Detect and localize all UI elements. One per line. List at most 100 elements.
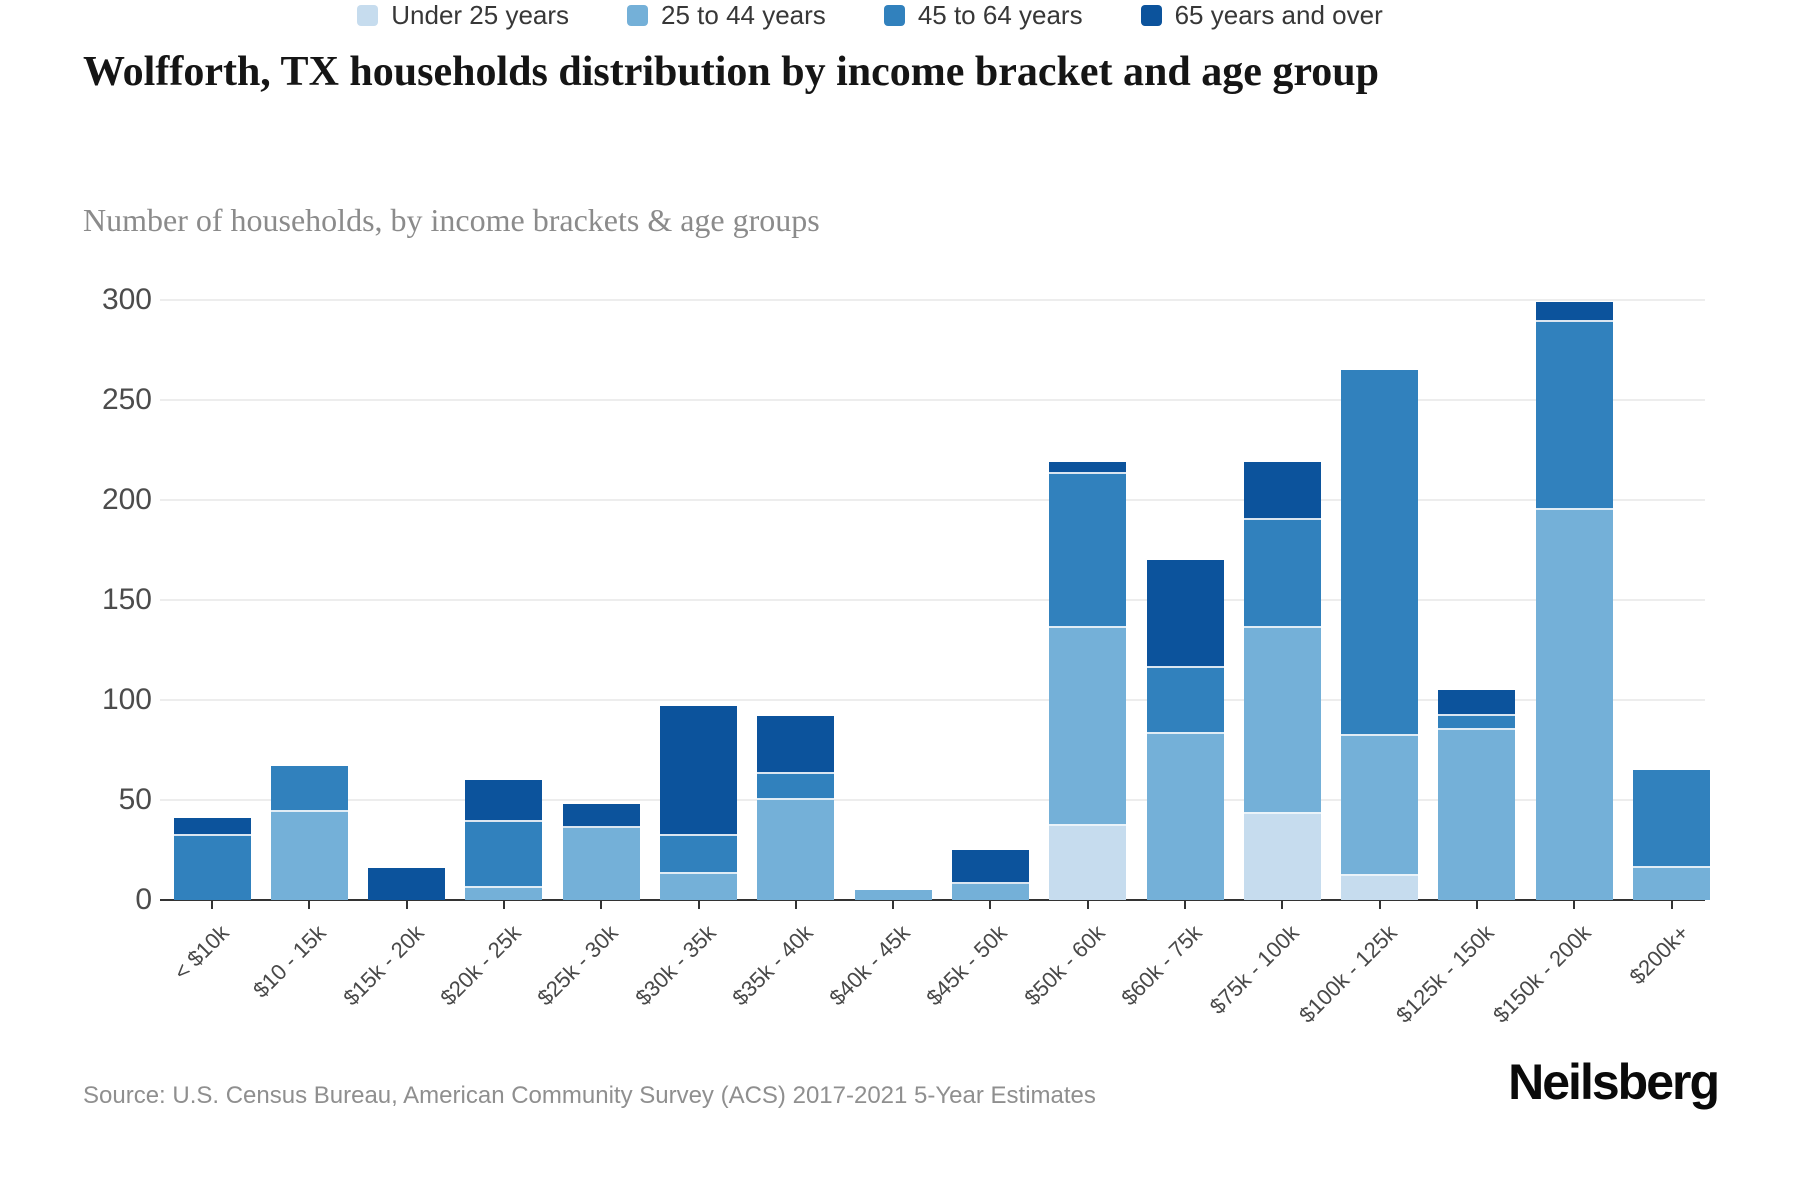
bar-segment[interactable] <box>270 812 348 900</box>
x-axis-tick <box>892 901 895 909</box>
bar-segment[interactable] <box>1341 370 1419 736</box>
x-axis-tick <box>308 901 311 909</box>
x-axis-tick <box>989 901 992 909</box>
x-axis-tick-label: $15k - 20k <box>337 920 429 1011</box>
bar-segment[interactable] <box>1438 690 1516 716</box>
legend-swatch-icon <box>627 5 649 26</box>
page-title: Wolfforth, TX households distribution by… <box>83 49 1379 95</box>
bar-segment[interactable] <box>1633 868 1710 900</box>
legend-label: 65 years and over <box>1174 0 1383 30</box>
bar-segment[interactable] <box>368 868 446 900</box>
x-axis-tick-label: $50k - 60k <box>1019 920 1110 1011</box>
bar-segment[interactable] <box>854 890 932 900</box>
x-axis-tick <box>405 901 408 909</box>
y-axis-tick-label: 200 <box>101 483 152 516</box>
x-axis-tick <box>697 901 700 909</box>
x-axis-tick-label: $75k - 100k <box>1205 920 1304 1019</box>
chart-subtitle: Number of households, by income brackets… <box>83 202 820 238</box>
y-gridline <box>160 599 1705 601</box>
x-axis-tick <box>1184 901 1186 909</box>
y-axis-tick-label: 0 <box>135 883 152 916</box>
x-axis-tick <box>1281 901 1284 909</box>
y-gridline <box>160 399 1705 401</box>
bar-segment[interactable] <box>1049 628 1127 826</box>
bar-segment[interactable] <box>1146 734 1224 900</box>
x-axis-tick-label: $40k - 45k <box>824 920 915 1011</box>
legend-item[interactable]: 45 to 64 years <box>883 0 1083 31</box>
bar-segment[interactable] <box>562 804 640 828</box>
bar-segment[interactable] <box>757 716 835 774</box>
y-axis-tick-label: 50 <box>118 783 152 816</box>
x-axis-tick <box>1086 901 1089 909</box>
bar-segment[interactable] <box>1341 876 1419 900</box>
bar-segment[interactable] <box>1535 510 1613 900</box>
x-axis-tick-label: $10 - 15k <box>248 920 331 1003</box>
x-axis-tick <box>1670 901 1673 909</box>
bar-segment[interactable] <box>660 706 737 836</box>
bar-segment[interactable] <box>1243 520 1321 628</box>
bar-segment[interactable] <box>757 774 835 800</box>
x-axis-tick <box>794 901 797 909</box>
y-axis-tick-label: 250 <box>101 383 152 416</box>
y-axis-tick-label: 150 <box>101 583 152 616</box>
bar-segment[interactable] <box>465 822 543 888</box>
bar-segment[interactable] <box>1243 814 1321 900</box>
legend-item[interactable]: 65 years and over <box>1140 0 1383 31</box>
bar-segment[interactable] <box>1049 474 1127 628</box>
x-axis-tick-label: $60k - 75k <box>1116 920 1207 1011</box>
bar-segment[interactable] <box>660 836 737 874</box>
y-gridline <box>160 699 1705 701</box>
bar-segment[interactable] <box>1535 302 1613 322</box>
y-gridline <box>160 299 1705 301</box>
bar-segment[interactable] <box>1146 668 1224 734</box>
x-axis-tick <box>600 901 603 909</box>
bar-segment[interactable] <box>660 874 737 900</box>
bar-segment[interactable] <box>757 800 835 900</box>
bar-segment[interactable] <box>1243 628 1321 814</box>
legend-label: 45 to 64 years <box>917 0 1083 30</box>
bar-segment[interactable] <box>465 888 543 900</box>
y-axis-tick-label: 100 <box>101 683 152 716</box>
x-axis-tick-label: $100k - 125k <box>1293 920 1402 1028</box>
bar-segment[interactable] <box>173 818 251 836</box>
x-axis-tick-label: $35k - 40k <box>727 920 818 1011</box>
legend-label: 25 to 44 years <box>661 0 826 30</box>
bar-segment[interactable] <box>1535 322 1613 510</box>
bar-segment[interactable] <box>465 780 543 822</box>
brand-logo: Neilsberg <box>1508 1054 1720 1110</box>
legend-swatch-icon <box>1140 5 1162 26</box>
bar-segment[interactable] <box>173 836 251 900</box>
x-axis-tick <box>1378 901 1381 909</box>
bar-segment[interactable] <box>1633 770 1710 868</box>
x-axis-tick-label: $20k - 25k <box>435 920 526 1011</box>
bar-segment[interactable] <box>1438 716 1516 730</box>
legend-item[interactable]: 25 to 44 years <box>627 0 826 31</box>
bar-segment[interactable] <box>1146 560 1224 668</box>
x-axis-tick <box>1573 901 1576 909</box>
x-axis-tick-label: $30k - 35k <box>629 920 721 1011</box>
bar-segment[interactable] <box>270 766 348 812</box>
x-axis-tick <box>502 901 505 909</box>
legend-label: Under 25 years <box>391 0 570 30</box>
legend-swatch-icon <box>883 5 905 26</box>
source-text: Source: U.S. Census Bureau, American Com… <box>83 1082 1096 1109</box>
bar-segment[interactable] <box>1438 730 1516 900</box>
x-axis-tick-label: $45k - 50k <box>921 920 1013 1011</box>
x-axis-tick-label: $25k - 30k <box>532 920 623 1011</box>
bar-segment[interactable] <box>1341 736 1419 876</box>
legend-item[interactable]: Under 25 years <box>357 0 569 31</box>
y-gridline <box>160 499 1705 501</box>
bar-segment[interactable] <box>1049 826 1127 900</box>
bar-segment[interactable] <box>951 850 1029 884</box>
legend: Under 25 years 25 to 44 years 45 to 64 yea… <box>0 0 1770 31</box>
x-axis-tick-label: < $10k <box>168 920 234 985</box>
bar-segment[interactable] <box>1243 462 1321 520</box>
y-gridline <box>160 799 1705 801</box>
bar-segment[interactable] <box>951 884 1029 900</box>
bar-segment[interactable] <box>1049 462 1127 474</box>
y-axis-tick-label: 300 <box>101 283 152 316</box>
bar-segment[interactable] <box>562 828 640 900</box>
x-axis-tick <box>1475 901 1478 909</box>
